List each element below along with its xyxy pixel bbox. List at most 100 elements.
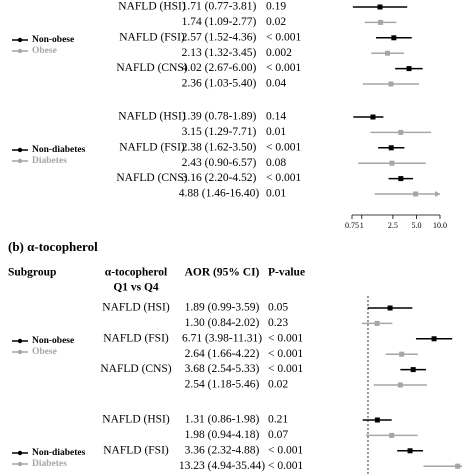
- p-value: < 0.001: [268, 332, 303, 344]
- aor-ci: 3.15 (1.29-7.71): [182, 126, 257, 138]
- point-estimate: [370, 114, 376, 120]
- p-value: 0.21: [268, 414, 288, 426]
- aor-ci: 2.38 (1.62-3.50): [182, 141, 257, 153]
- aor-ci: 4.88 (1.46-16.40): [179, 188, 260, 200]
- legend-label: Non-obese: [32, 35, 74, 45]
- point-estimate: [397, 382, 403, 388]
- point-estimate: [410, 367, 416, 373]
- p-value: < 0.001: [266, 141, 301, 153]
- aor-ci: 2.43 (0.90-6.57): [182, 157, 257, 169]
- legend-label: Non-diabetes: [32, 145, 86, 155]
- point-estimate: [455, 463, 461, 469]
- exposure-label: NAFLD (FSI): [103, 444, 169, 456]
- p-value: < 0.001: [266, 172, 301, 184]
- p-value: 0.19: [266, 1, 286, 13]
- p-value: 0.002: [266, 47, 292, 59]
- aor-ci: 1.89 (0.99-3.59): [185, 302, 260, 314]
- p-value: 0.01: [266, 126, 286, 138]
- point-estimate: [374, 320, 380, 326]
- exposure-label: NAFLD (HSI): [102, 414, 170, 426]
- aor-ci: 1.71 (0.77-3.81): [182, 1, 257, 13]
- legend-label: Diabetes: [32, 156, 67, 166]
- p-value: 0.05: [268, 302, 288, 314]
- p-value: < 0.001: [268, 363, 303, 375]
- exposure-label: NAFLD (HSI): [102, 302, 170, 314]
- point-estimate: [374, 417, 380, 423]
- point-estimate: [388, 81, 394, 87]
- point-estimate: [378, 19, 384, 25]
- legend-label: Non-obese: [32, 336, 74, 346]
- point-estimate: [388, 145, 394, 151]
- legend-swatch: [17, 461, 23, 467]
- p-value: 0.07: [268, 429, 288, 441]
- exposure-label: NAFLD (CNS): [116, 172, 187, 184]
- point-estimate: [387, 305, 393, 311]
- p-value: 0.14: [266, 111, 286, 123]
- legend-swatch: [17, 147, 23, 153]
- aor-ci: 2.57 (1.52-4.36): [182, 31, 257, 43]
- x-tick-label: 1: [360, 221, 364, 230]
- column-header: α-tocopherol: [105, 267, 167, 279]
- point-estimate: [384, 50, 390, 56]
- aor-ci: 3.36 (2.32-4.88): [185, 444, 260, 456]
- legend-swatch: [17, 338, 23, 344]
- legend-swatch: [17, 450, 23, 456]
- ci-arrow: [435, 191, 440, 197]
- p-value: < 0.001: [268, 348, 303, 360]
- aor-ci: 1.30 (0.84-2.02): [185, 317, 260, 329]
- aor-ci: 2.64 (1.66-4.22): [185, 348, 260, 360]
- legend-swatch: [17, 158, 23, 164]
- aor-ci: 6.71 (3.98-11.31): [182, 332, 262, 344]
- aor-ci: 1.98 (0.94-4.18): [185, 429, 260, 441]
- aor-ci: 1.39 (0.78-1.89): [182, 111, 257, 123]
- aor-ci: 2.13 (1.32-3.45): [182, 47, 257, 59]
- column-header: P-value: [268, 267, 305, 279]
- point-estimate: [377, 4, 383, 10]
- exposure-label: NAFLD (FSI): [119, 31, 185, 43]
- point-estimate: [398, 176, 404, 182]
- p-value: 0.02: [268, 379, 288, 391]
- exposure-label: NAFLD (FSI): [103, 332, 169, 344]
- point-estimate: [407, 448, 413, 454]
- aor-ci: 4.02 (2.67-6.00): [182, 62, 257, 74]
- p-value: < 0.001: [266, 62, 301, 74]
- p-value: 0.01: [266, 188, 286, 200]
- x-tick-label: 0.75: [345, 221, 359, 230]
- aor-ci: 13.23 (4.94-35.44): [179, 460, 265, 472]
- exposure-label: NAFLD (HSI): [118, 1, 186, 13]
- column-header: Q1 vs Q4: [113, 282, 159, 294]
- x-tick-label: 2.5: [388, 221, 398, 230]
- point-estimate: [391, 35, 397, 41]
- legend-swatch: [17, 37, 23, 43]
- column-header: Subgroup: [8, 267, 56, 279]
- aor-ci: 1.31 (0.86-1.98): [185, 414, 260, 426]
- exposure-label: NAFLD (FSI): [119, 141, 185, 153]
- p-value: 0.04: [266, 78, 286, 90]
- exposure-label: NAFLD (HSI): [118, 111, 186, 123]
- aor-ci: 2.36 (1.03-5.40): [182, 78, 257, 90]
- p-value: < 0.001: [268, 444, 303, 456]
- point-estimate: [431, 336, 437, 342]
- p-value: 0.23: [268, 317, 288, 329]
- p-value: 0.02: [266, 16, 286, 28]
- aor-ci: 3.68 (2.54-5.33): [185, 363, 260, 375]
- x-tick-label: 5.0: [411, 221, 421, 230]
- exposure-label: NAFLD (CNS): [100, 363, 171, 375]
- point-estimate: [389, 160, 395, 166]
- aor-ci: 1.74 (1.09-2.77): [182, 16, 257, 28]
- p-value: < 0.001: [268, 460, 303, 472]
- aor-ci: 2.54 (1.18-5.46): [185, 379, 260, 391]
- p-value: < 0.001: [266, 31, 301, 43]
- point-estimate: [399, 351, 405, 357]
- legend-label: Obese: [32, 347, 57, 357]
- legend-swatch: [17, 349, 23, 355]
- point-estimate: [406, 66, 412, 72]
- aor-ci: 3.16 (2.20-4.52): [182, 172, 257, 184]
- legend-label: Non-diabetes: [32, 448, 86, 458]
- p-value: 0.08: [266, 157, 286, 169]
- panel-title: (b) α-tocopherol: [8, 239, 98, 254]
- legend-label: Obese: [32, 46, 57, 56]
- column-header: AOR (95% CI): [185, 267, 260, 279]
- exposure-label: NAFLD (CNS): [116, 62, 187, 74]
